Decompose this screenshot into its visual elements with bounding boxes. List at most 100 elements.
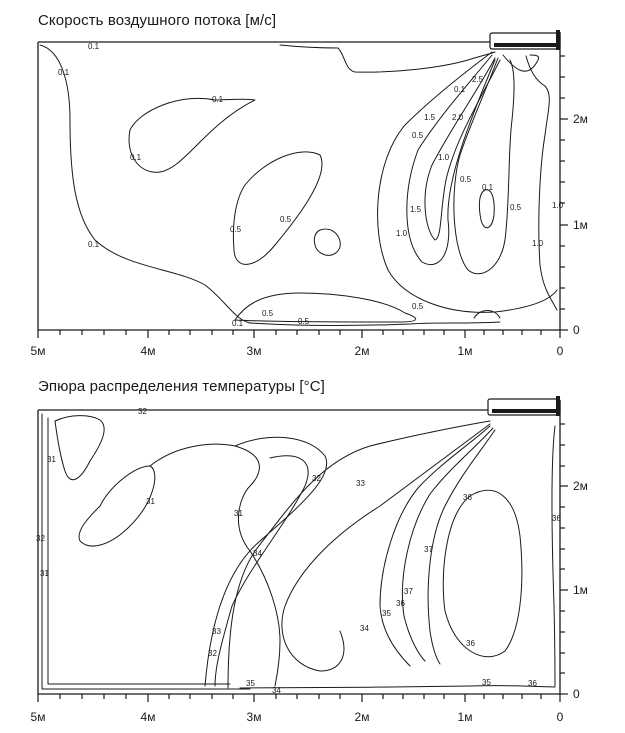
temperature-contour-labels: 32 31 31 31 32 31 33 32 32 33 34 34 35 3… bbox=[36, 407, 561, 695]
velocity-contour-label: 0.1 bbox=[232, 319, 244, 328]
velocity-x-tick-label: 1м bbox=[458, 344, 473, 358]
velocity-contour-label: 0.1 bbox=[88, 42, 100, 51]
velocity-contours bbox=[39, 44, 558, 326]
temperature-contour-label: 35 bbox=[246, 679, 255, 688]
velocity-contour-label: 0.5 bbox=[298, 317, 310, 326]
temperature-contour-line bbox=[214, 455, 309, 687]
temperature-contour-label: 32 bbox=[208, 649, 217, 658]
velocity-contour-line bbox=[128, 97, 256, 173]
velocity-contour-line bbox=[453, 57, 515, 275]
velocity-contour-line bbox=[279, 44, 496, 73]
temperature-y-ticks bbox=[560, 423, 568, 695]
temperature-x-tick-label: 1м bbox=[458, 710, 473, 724]
velocity-contour-line bbox=[234, 292, 417, 323]
temperature-contour-label: 32 bbox=[36, 534, 45, 543]
temperature-contours bbox=[41, 413, 556, 690]
velocity-contour-line bbox=[232, 151, 323, 265]
temperature-contour-line bbox=[227, 420, 491, 689]
velocity-contour-line bbox=[313, 228, 341, 256]
velocity-x-tick-label: 0 bbox=[557, 344, 564, 358]
velocity-contour-label: 1.5 bbox=[410, 205, 422, 214]
velocity-contour-label: 0.1 bbox=[130, 153, 142, 162]
velocity-contour-label: 1.0 bbox=[532, 239, 544, 248]
temperature-contour-line bbox=[54, 415, 105, 481]
temperature-contour-line bbox=[551, 425, 556, 687]
temperature-plot: 5м 4м 3м 2м 1м 0 2м 1м 0 bbox=[31, 396, 588, 724]
temperature-y-tick-label: 2м bbox=[573, 479, 588, 493]
velocity-panel: Скорость воздушного потока [м/с] bbox=[0, 0, 625, 366]
velocity-contour-line bbox=[502, 54, 540, 72]
velocity-plot: 5м 4м 3м 2м 1м 0 2м 1м 0 bbox=[31, 30, 588, 358]
temperature-contour-label: 31 bbox=[146, 497, 155, 506]
temperature-contour-line bbox=[442, 489, 523, 658]
velocity-contour-line bbox=[249, 321, 501, 326]
temperature-contour-label: 34 bbox=[272, 686, 281, 695]
velocity-x-tick-label: 2м bbox=[355, 344, 370, 358]
temperature-contour-label: 36 bbox=[463, 493, 472, 502]
velocity-contour-label: 0.1 bbox=[454, 85, 466, 94]
velocity-y-tick-label: 0 bbox=[573, 323, 580, 337]
temperature-contour-label: 37 bbox=[404, 587, 413, 596]
velocity-contour-line bbox=[478, 189, 495, 229]
temperature-contour-label: 31 bbox=[47, 455, 56, 464]
velocity-contour-line bbox=[525, 55, 558, 311]
velocity-contour-label: 1.0 bbox=[552, 201, 564, 210]
temperature-contour-line bbox=[78, 465, 156, 547]
temperature-x-tick-label: 2м bbox=[355, 710, 370, 724]
temperature-contour-label: 37 bbox=[424, 545, 433, 554]
temperature-panel: Эпюра распределения температуры [°C] bbox=[0, 366, 625, 733]
temperature-contour-line bbox=[41, 413, 251, 690]
wall-mounted-ac-unit-icon bbox=[489, 30, 561, 50]
temperature-x-tick-label: 3м bbox=[247, 710, 262, 724]
temperature-contour-label: 35 bbox=[482, 678, 491, 687]
temperature-contour-label: 35 bbox=[382, 609, 391, 618]
velocity-contour-label: 0.5 bbox=[460, 175, 472, 184]
temperature-contour-line bbox=[149, 443, 281, 687]
velocity-panel-title: Скорость воздушного потока [м/с] bbox=[38, 12, 277, 29]
velocity-contour-label: 0.5 bbox=[412, 131, 424, 140]
temperature-contour-label: 34 bbox=[253, 549, 262, 558]
velocity-contour-label: 0.5 bbox=[412, 302, 424, 311]
temperature-contour-label: 33 bbox=[212, 627, 221, 636]
temperature-y-tick-label: 0 bbox=[573, 687, 580, 701]
temperature-contour-line bbox=[427, 429, 496, 665]
velocity-contour-label: 1.5 bbox=[424, 113, 436, 122]
temperature-panel-title: Эпюра распределения температуры [°C] bbox=[38, 378, 325, 395]
velocity-x-tick-label: 4м bbox=[141, 344, 156, 358]
velocity-contour-label: 1.0 bbox=[396, 229, 408, 238]
velocity-contour-label: 1.0 bbox=[438, 153, 450, 162]
temperature-contour-line bbox=[204, 436, 328, 687]
velocity-contour-labels: 0.1 0.1 0.1 0.1 0.1 0.1 0.5 0.5 0.5 0.5 … bbox=[58, 42, 564, 328]
temperature-contour-label: 32 bbox=[138, 407, 147, 416]
temperature-x-tick-label: 0 bbox=[557, 710, 564, 724]
velocity-contour-label: 0.5 bbox=[230, 225, 242, 234]
temperature-contour-label: 32 bbox=[312, 474, 321, 483]
velocity-y-tick-label: 2м bbox=[573, 112, 588, 126]
temperature-contour-label: 36 bbox=[396, 599, 405, 608]
velocity-contour-line bbox=[473, 310, 501, 319]
temperature-x-tick-label: 5м bbox=[31, 710, 46, 724]
temperature-contour-label: 36 bbox=[466, 639, 475, 648]
velocity-contour-line bbox=[377, 51, 558, 313]
temperature-contour-line bbox=[379, 425, 491, 667]
velocity-contour-label: 0.5 bbox=[510, 203, 522, 212]
velocity-contour-label: 0.5 bbox=[280, 215, 292, 224]
temperature-x-ticks bbox=[37, 694, 561, 702]
temperature-contour-line bbox=[239, 685, 556, 689]
temperature-contour-line bbox=[401, 427, 494, 662]
temperature-y-tick-label: 1м bbox=[573, 583, 588, 597]
velocity-contour-label: 0.1 bbox=[88, 240, 100, 249]
velocity-contour-label: 2.0 bbox=[452, 113, 464, 122]
temperature-contour-label: 34 bbox=[360, 624, 369, 633]
velocity-contour-label: 0.1 bbox=[212, 95, 224, 104]
velocity-contour-label: 2.5 bbox=[472, 75, 484, 84]
velocity-x-ticks bbox=[37, 330, 561, 338]
temperature-contour-label: 31 bbox=[234, 509, 243, 518]
temperature-contour-label: 36 bbox=[552, 514, 561, 523]
velocity-x-tick-label: 5м bbox=[31, 344, 46, 358]
velocity-x-tick-label: 3м bbox=[247, 344, 262, 358]
temperature-contour-line bbox=[281, 423, 491, 672]
velocity-contour-label: 0.1 bbox=[482, 183, 494, 192]
wall-mounted-ac-unit-icon bbox=[487, 396, 561, 416]
temperature-contour-line bbox=[47, 417, 231, 685]
